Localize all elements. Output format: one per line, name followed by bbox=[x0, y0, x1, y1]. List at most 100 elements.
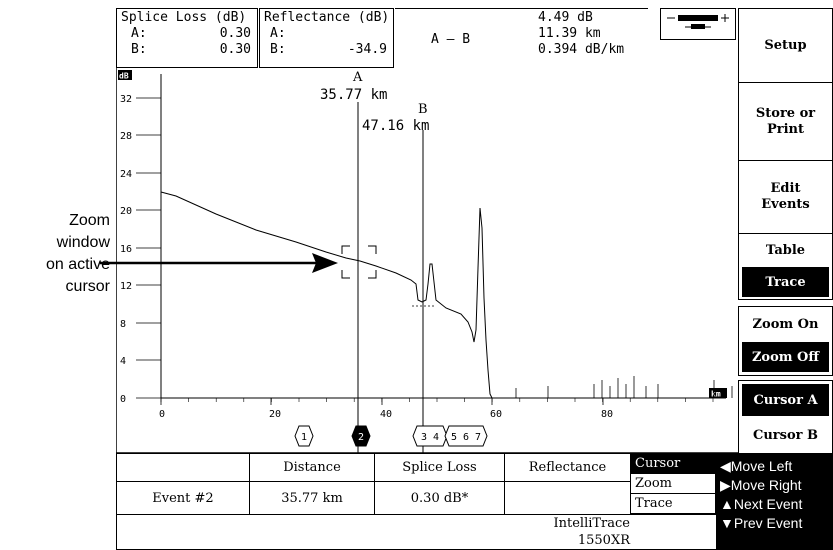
table-header-blank bbox=[116, 453, 250, 482]
cursor-a-option[interactable]: Cursor A bbox=[742, 384, 829, 416]
product-name: IntelliTrace bbox=[553, 516, 630, 531]
menu-item-cursor[interactable]: Cursor bbox=[631, 454, 715, 474]
splice-b-label: B: bbox=[131, 42, 147, 57]
table-option[interactable]: Table bbox=[739, 234, 832, 266]
y-tick-label: 0 bbox=[120, 394, 126, 405]
table-row-splice-loss: 0.30 dB* bbox=[374, 481, 505, 515]
splice-loss-title: Splice Loss (dB) bbox=[121, 10, 247, 25]
header-distance-text: Distance bbox=[283, 460, 341, 475]
annotation-text: Zoom window on active cursor bbox=[0, 210, 110, 298]
trace-option-label: Trace bbox=[765, 274, 806, 290]
store-label-line2: Print bbox=[766, 121, 805, 137]
event-marker-label: 1 bbox=[301, 432, 307, 443]
edit-label-line1: Edit bbox=[770, 181, 801, 196]
x-tick-label: 80 bbox=[601, 409, 613, 420]
store-or-print-button[interactable]: Store or Print bbox=[738, 82, 833, 161]
a-b-distance: 11.39 km bbox=[538, 26, 601, 41]
reflectance-readout: Reflectance (dB) A: B: -34.9 bbox=[259, 8, 394, 68]
header-reflectance-text: Reflectance bbox=[528, 460, 607, 475]
y-tick-label: 12 bbox=[120, 281, 132, 292]
event-splice-text: 0.30 dB* bbox=[410, 490, 469, 506]
table-option-label: Table bbox=[765, 242, 806, 258]
cursor-b-distance: 47.16 km bbox=[362, 118, 429, 134]
y-tick-label: 4 bbox=[120, 356, 126, 367]
edit-label-line2: Events bbox=[761, 197, 810, 212]
annotation-arrow bbox=[100, 253, 338, 273]
annotation-line: cursor bbox=[65, 278, 110, 295]
menu-item-zoom[interactable]: Zoom bbox=[631, 474, 715, 494]
y-unit-label: dB bbox=[119, 72, 129, 81]
zoom-on-option[interactable]: Zoom On bbox=[739, 307, 832, 341]
otdr-trace-line bbox=[160, 191, 716, 399]
fiber-status-icon bbox=[660, 8, 736, 40]
table-row-reflectance bbox=[504, 481, 631, 515]
table-header-reflectance: Reflectance bbox=[504, 453, 631, 482]
edit-events-button[interactable]: Edit Events bbox=[738, 160, 833, 234]
zoom-off-label: Zoom Off bbox=[751, 349, 820, 365]
refl-a-label: A: bbox=[270, 26, 286, 41]
y-tick-label: 32 bbox=[120, 94, 132, 105]
x-tick-label: 20 bbox=[269, 409, 281, 420]
zoom-toggle[interactable]: Zoom On Zoom Off bbox=[738, 306, 833, 376]
x-unit-label: km bbox=[711, 390, 721, 399]
noise-spikes bbox=[515, 376, 733, 398]
table-trace-toggle[interactable]: Table Trace bbox=[738, 233, 833, 300]
event-label-text: Event #2 bbox=[152, 490, 214, 506]
x-tick-label: 0 bbox=[159, 409, 165, 420]
annotation-line: window bbox=[56, 234, 110, 251]
event-marker-label: 5 6 7 bbox=[451, 432, 481, 443]
trace-option[interactable]: Trace bbox=[742, 267, 829, 297]
cursor-a-label: Cursor A bbox=[753, 392, 818, 408]
event-marker-label: 2 bbox=[358, 432, 364, 443]
zoom-off-option[interactable]: Zoom Off bbox=[742, 342, 829, 372]
table-row-event-label[interactable]: Event #2 bbox=[116, 481, 250, 515]
cursor-b-option[interactable]: Cursor B bbox=[739, 419, 832, 451]
store-label-line1: Store or bbox=[755, 105, 816, 121]
y-tick-label: 28 bbox=[120, 131, 132, 142]
navigation-hints: ◀Move Left ▶Move Right ▲Next Event ▼Prev… bbox=[716, 453, 833, 550]
x-tick-label: 40 bbox=[380, 409, 392, 420]
annotation-line: Zoom bbox=[69, 212, 110, 229]
move-right-hint[interactable]: ▶Move Right bbox=[720, 477, 802, 493]
event-marker-label: 3 4 bbox=[421, 432, 439, 443]
header-splice-text: Splice Loss bbox=[402, 460, 477, 475]
move-left-hint[interactable]: ◀Move Left bbox=[720, 458, 793, 474]
event-marker[interactable]: 1 bbox=[294, 425, 314, 447]
event-marker[interactable]: 3 4 bbox=[412, 425, 448, 447]
prev-event-hint[interactable]: ▼Prev Event bbox=[720, 515, 803, 531]
splice-loss-readout: Splice Loss (dB) A: 0.30 B: 0.30 bbox=[116, 8, 258, 68]
product-model: 1550XR bbox=[577, 533, 630, 548]
table-row-distance: 35.77 km bbox=[249, 481, 375, 515]
y-tick-label: 24 bbox=[120, 169, 132, 180]
cursor-a-name: A bbox=[352, 70, 363, 85]
a-b-readout: A – B 4.49 dB 11.39 km 0.394 dB/km bbox=[395, 8, 648, 68]
zoom-window bbox=[341, 245, 377, 279]
setup-button[interactable]: Setup bbox=[738, 8, 833, 83]
reflectance-title: Reflectance (dB) bbox=[264, 10, 390, 25]
table-header-distance: Distance bbox=[249, 453, 375, 482]
refl-b-label: B: bbox=[270, 42, 286, 57]
y-tick-label: 8 bbox=[120, 319, 126, 330]
a-b-label: A – B bbox=[431, 32, 471, 47]
table-header-splice-loss: Splice Loss bbox=[374, 453, 505, 482]
event-marker[interactable]: 5 6 7 bbox=[444, 425, 488, 447]
next-event-hint[interactable]: ▲Next Event bbox=[720, 496, 803, 512]
annotation-line: on active bbox=[45, 256, 110, 273]
setup-label: Setup bbox=[764, 37, 807, 53]
splice-a-value: 0.30 bbox=[219, 26, 251, 41]
event-marker[interactable]: 2 bbox=[351, 425, 371, 447]
refl-b-value: -34.9 bbox=[347, 42, 387, 57]
cursor-toggle[interactable]: Cursor A Cursor B bbox=[738, 380, 833, 454]
cursor-b-label: Cursor B bbox=[753, 427, 818, 443]
a-b-attenuation: 0.394 dB/km bbox=[538, 42, 625, 57]
splice-a-label: A: bbox=[131, 26, 147, 41]
menu-item-trace[interactable]: Trace bbox=[635, 496, 673, 511]
y-tick-label: 16 bbox=[120, 244, 132, 255]
control-mode-menu[interactable]: Cursor Zoom Trace bbox=[630, 453, 716, 514]
cursor-b-name: B bbox=[418, 102, 428, 117]
zoom-on-label: Zoom On bbox=[752, 316, 819, 332]
cursor-a-distance: 35.77 km bbox=[320, 87, 387, 103]
a-b-loss: 4.49 dB bbox=[538, 10, 593, 25]
y-tick-label: 20 bbox=[120, 206, 132, 217]
splice-b-value: 0.30 bbox=[219, 42, 251, 57]
